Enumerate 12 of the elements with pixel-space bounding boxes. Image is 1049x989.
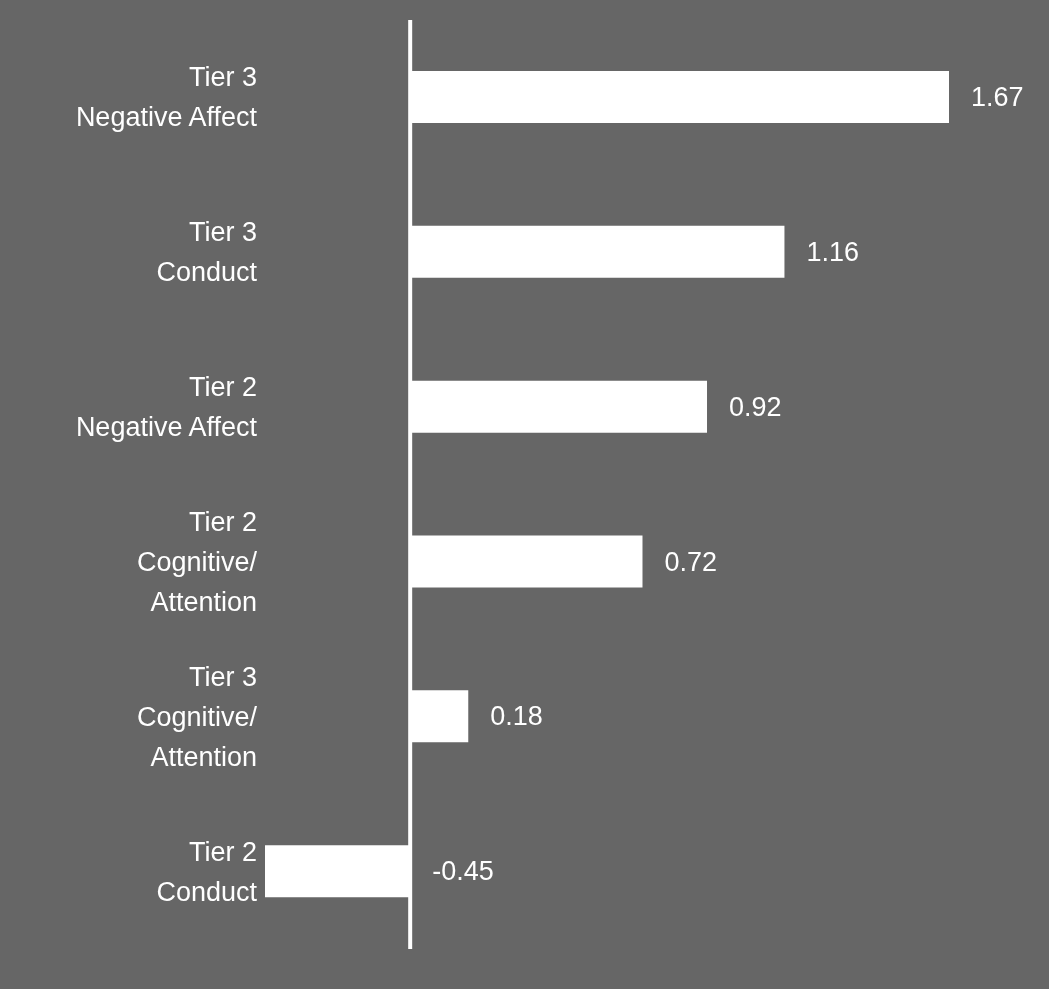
data-label: -0.45 <box>432 856 494 887</box>
y-tick-label: Tier 2 Conduct <box>156 836 258 907</box>
y-tick-label: Tier 3 Negative Affect <box>75 62 258 133</box>
data-label: 1.16 <box>806 236 860 267</box>
y-tick-label: Tier 2 Cognitive/ Attention <box>136 506 258 617</box>
y-tick-label: Tier 2 Negative Affect <box>75 372 258 443</box>
y-tick-label: Tier 3 Conduct <box>156 217 258 288</box>
data-label: 1.67 <box>971 82 1024 112</box>
data-label: 0.92 <box>729 391 782 422</box>
y-tick-label: Tier 3 Cognitive/ Attention <box>136 661 258 772</box>
data-label: 0.72 <box>664 546 718 577</box>
data-label: 0.18 <box>490 701 543 732</box>
